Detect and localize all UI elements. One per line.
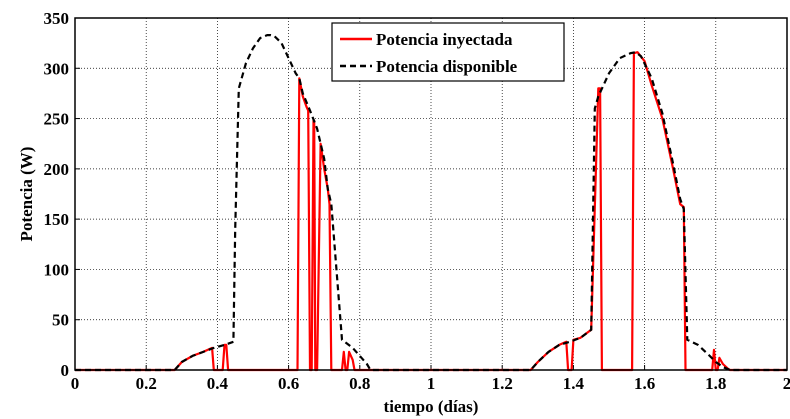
x-tick-label: 1.8	[705, 374, 726, 393]
x-tick-label: 0.8	[349, 374, 370, 393]
y-tick-label: 50	[52, 311, 69, 330]
y-tick-label: 150	[44, 210, 70, 229]
x-axis-label: tiempo (días)	[384, 397, 479, 416]
x-tick-label: 0.4	[207, 374, 229, 393]
x-tick-label: 0	[71, 374, 80, 393]
x-tick-label: 1.2	[492, 374, 513, 393]
x-tick-label: 1	[427, 374, 436, 393]
x-tick-label: 1.4	[563, 374, 585, 393]
legend-box	[331, 22, 565, 82]
x-tick-label: 2	[783, 374, 790, 393]
x-tick-label: 1.6	[634, 374, 655, 393]
y-tick-labels: 0 50 100 150 200 250 300 350	[44, 9, 70, 380]
plot-frame	[74, 17, 788, 371]
x-tick-label: 0.6	[278, 374, 299, 393]
legend-label-disponible: Potencia disponible	[376, 57, 518, 76]
legend-label-inyectada: Potencia inyectada	[376, 30, 513, 49]
y-tick-label: 350	[44, 9, 70, 28]
y-tick-label: 250	[44, 110, 70, 129]
y-tick-label: 0	[61, 361, 70, 380]
x-tick-labels: 0 0.2 0.4 0.6 0.8 1 1.2 1.4 1.6 1.8 2	[71, 374, 790, 393]
y-axis-label: Potencia (W)	[17, 147, 36, 242]
legend: Potencia inyectada Potencia disponible	[331, 22, 565, 82]
y-tick-label: 100	[44, 260, 70, 279]
y-tick-label: 300	[44, 59, 70, 78]
x-tick-label: 0.2	[136, 374, 157, 393]
y-tick-label: 200	[44, 160, 70, 179]
